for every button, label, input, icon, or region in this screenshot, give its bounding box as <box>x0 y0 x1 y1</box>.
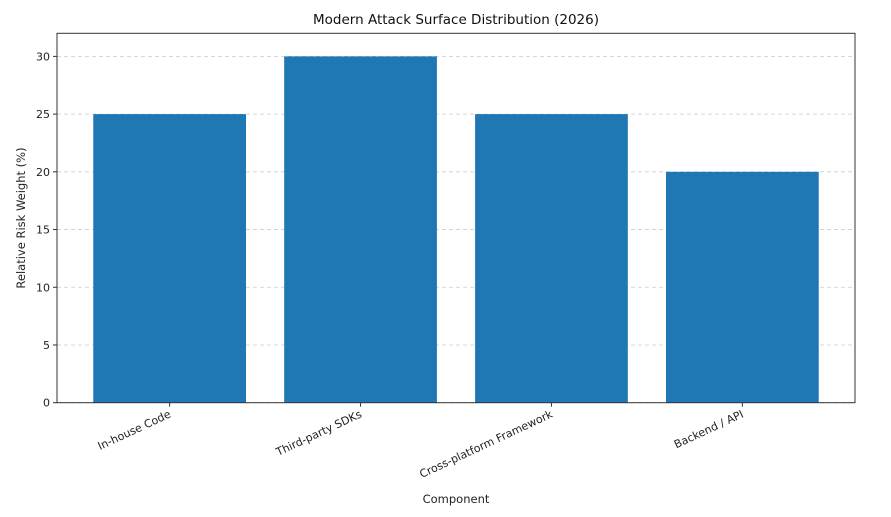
x-axis-ticks: In-house Code Third-party SDKs Cross-platf… <box>96 402 746 481</box>
bar <box>93 114 246 403</box>
bar <box>284 56 437 403</box>
x-tick-label: In-house Code <box>96 408 173 453</box>
y-tick-label: 10 <box>36 281 50 294</box>
bar <box>666 171 819 403</box>
x-axis-label: Component <box>423 492 490 506</box>
x-tick-label: Third-party SDKs <box>273 408 364 460</box>
chart-title: Modern Attack Surface Distribution (2026… <box>313 12 599 28</box>
y-tick-label: 30 <box>36 50 50 63</box>
bar <box>475 114 628 403</box>
y-tick-label: 15 <box>36 224 50 237</box>
y-tick-label: 25 <box>36 108 50 121</box>
bars <box>93 56 819 403</box>
x-tick-label: Cross-platform Framework <box>418 407 556 480</box>
y-axis-label: Relative Risk Weight (%) <box>14 147 28 288</box>
y-tick-label: 0 <box>43 397 50 410</box>
plot-frame <box>56 32 856 404</box>
x-tick-label: Backend / API <box>672 408 746 452</box>
y-axis-ticks: 0 5 10 15 20 25 30 <box>36 50 57 410</box>
y-tick-label: 5 <box>43 339 50 352</box>
y-tick-label: 20 <box>36 166 50 179</box>
